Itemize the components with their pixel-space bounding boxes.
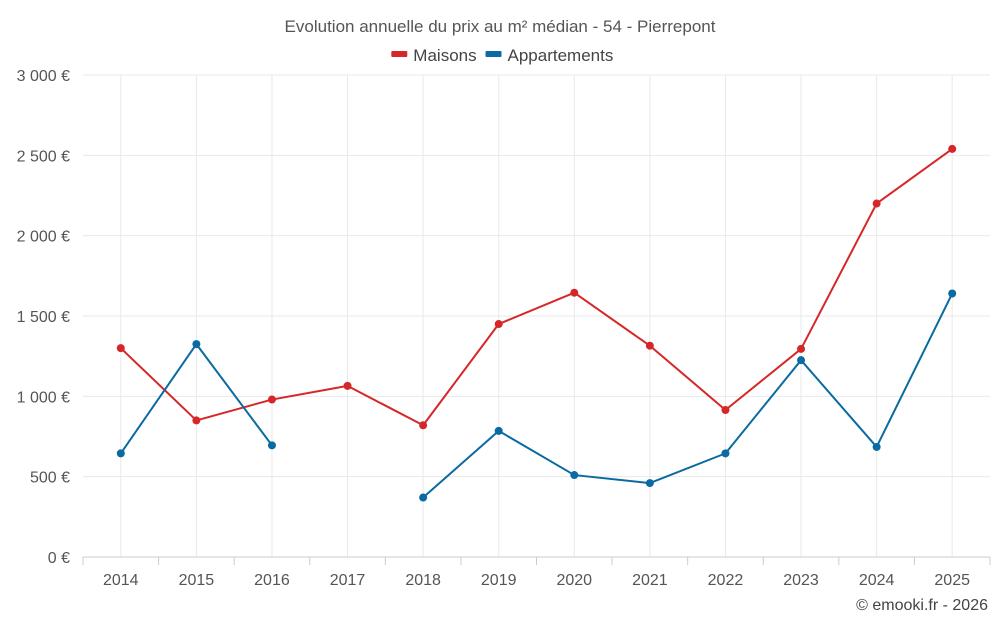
y-tick-label: 2 500 € <box>17 148 70 165</box>
series-layer <box>116 144 957 502</box>
x-tick-label: 2024 <box>859 572 895 589</box>
chart-title: Evolution annuelle du prix au m² médian … <box>285 17 716 36</box>
x-tick-label: 2020 <box>556 572 592 589</box>
series-line <box>120 148 953 427</box>
data-point[interactable] <box>721 405 730 414</box>
data-point[interactable] <box>570 288 579 297</box>
data-point[interactable] <box>267 441 276 450</box>
x-tick-label: 2014 <box>103 572 139 589</box>
data-point[interactable] <box>192 340 201 349</box>
data-point[interactable] <box>645 479 654 488</box>
data-point[interactable] <box>872 199 881 208</box>
credit-text: © emooki.fr - 2026 <box>856 597 988 614</box>
x-tick-label: 2017 <box>330 572 366 589</box>
y-tick-label: 500 € <box>30 470 70 487</box>
data-point[interactable] <box>267 395 276 404</box>
x-tick-label: 2018 <box>405 572 441 589</box>
y-tick-label: 0 € <box>48 550 70 567</box>
data-point[interactable] <box>948 144 957 153</box>
legend-swatch <box>485 51 502 57</box>
grid <box>83 74 990 558</box>
x-tick-label: 2022 <box>708 572 744 589</box>
legend-item-appartements[interactable]: Appartements <box>485 46 614 65</box>
data-point[interactable] <box>116 449 125 458</box>
y-tick-label: 3 000 € <box>17 68 70 85</box>
x-tick-label: 2015 <box>179 572 215 589</box>
x-tick-label: 2023 <box>783 572 819 589</box>
data-point[interactable] <box>797 344 806 353</box>
data-point[interactable] <box>948 289 957 298</box>
data-point[interactable] <box>192 416 201 425</box>
data-point[interactable] <box>721 449 730 458</box>
legend: Maisons Appartements <box>391 46 613 65</box>
legend-label: Maisons <box>413 46 476 65</box>
data-point[interactable] <box>116 344 125 353</box>
x-tick-label: 2021 <box>632 572 668 589</box>
data-point[interactable] <box>419 493 428 502</box>
data-point[interactable] <box>570 471 579 480</box>
data-point[interactable] <box>872 442 881 451</box>
data-point[interactable] <box>494 320 503 329</box>
x-tick-label: 2019 <box>481 572 517 589</box>
series-line <box>422 293 954 499</box>
axes: 0 € 500 € 1 000 € 1 500 € 2 000 € 2 500 € 3 00… <box>17 68 991 589</box>
y-tick-label: 1 000 € <box>17 389 70 406</box>
x-tick-label: 2016 <box>254 572 290 589</box>
data-point[interactable] <box>494 426 503 435</box>
data-point[interactable] <box>343 381 352 390</box>
series-appartements <box>116 289 957 502</box>
legend-item-maisons[interactable]: Maisons <box>391 46 477 65</box>
legend-label: Appartements <box>508 46 614 65</box>
data-point[interactable] <box>419 421 428 430</box>
y-tick-label: 2 000 € <box>17 229 70 246</box>
x-tick-label: 2025 <box>934 572 970 589</box>
data-point[interactable] <box>797 356 806 365</box>
legend-swatch <box>391 51 408 57</box>
y-tick-label: 1 500 € <box>17 309 70 326</box>
series-maisons <box>116 144 957 430</box>
data-point[interactable] <box>645 341 654 350</box>
